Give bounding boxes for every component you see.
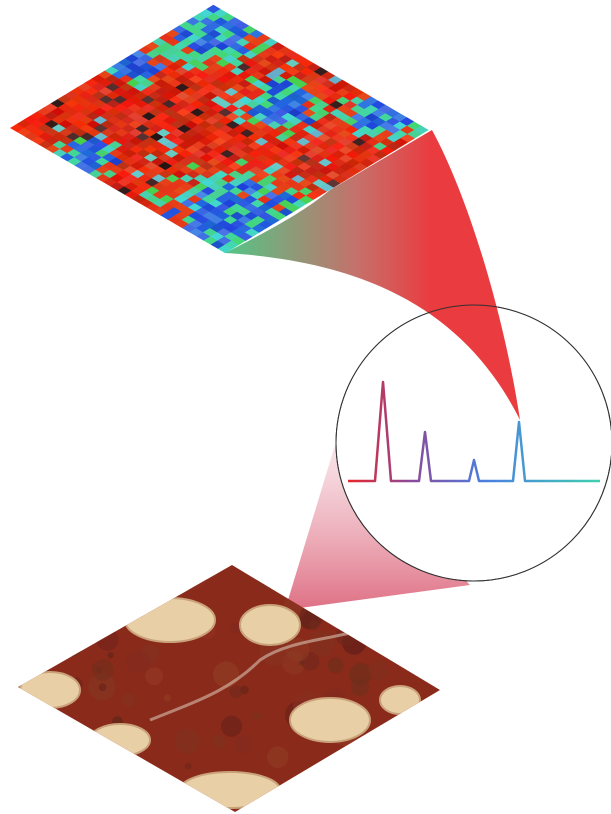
tissue-texture — [51, 619, 58, 626]
tissue-texture — [213, 661, 239, 687]
tissue-texture — [99, 683, 107, 691]
tissue-texture — [55, 716, 71, 732]
tissue-texture — [379, 796, 401, 814]
tissue-texture — [84, 735, 95, 746]
tissue-texture — [400, 751, 416, 767]
tissue-texture — [18, 584, 38, 604]
tissue-texture — [267, 746, 289, 768]
tissue-texture — [433, 694, 459, 720]
tissue-texture — [309, 630, 334, 655]
page: (() => { const NS = 'http://www.w3.org/2… — [0, 0, 611, 814]
tissue-texture — [92, 659, 114, 681]
tissue-texture — [185, 763, 192, 770]
tissue-texture — [351, 678, 369, 696]
tissue-texture — [301, 775, 331, 805]
tissue-texture — [0, 733, 9, 748]
tissue-texture — [221, 716, 242, 737]
tissue-nodule — [125, 598, 215, 642]
tissue-texture — [58, 759, 84, 785]
tissue-texture — [173, 562, 198, 587]
tissue-texture — [179, 562, 207, 590]
tissue-texture — [260, 803, 288, 814]
tissue-texture — [53, 785, 81, 813]
tissue-texture — [253, 711, 262, 720]
tissue-texture — [178, 796, 195, 813]
tissue-texture — [51, 604, 60, 613]
tissue-nodule — [90, 724, 150, 756]
tissue-texture — [392, 620, 408, 636]
tissue-texture — [213, 735, 226, 748]
tissue-texture — [8, 566, 35, 593]
tissue-texture — [102, 740, 110, 748]
tissue-texture — [0, 670, 19, 698]
tissue-texture — [437, 637, 451, 651]
tissue-texture — [66, 649, 75, 658]
tissue-nodule — [380, 686, 420, 714]
tissue-texture — [70, 602, 96, 628]
tissue-nodule — [20, 672, 80, 708]
tissue-texture — [119, 584, 140, 605]
tissue-texture — [426, 632, 437, 643]
tissue-texture — [368, 661, 388, 681]
tissue-texture — [13, 656, 28, 671]
tissue-texture — [155, 570, 176, 591]
tissue-texture — [9, 634, 32, 657]
tissue-nodule — [290, 698, 370, 742]
tissue-texture — [2, 602, 17, 617]
tissue-texture — [256, 567, 278, 589]
tissue-texture — [122, 693, 136, 707]
tissue-texture — [0, 710, 26, 739]
tissue-nodule — [125, 783, 175, 807]
tissue-texture — [306, 783, 332, 809]
tissue-texture — [126, 650, 149, 673]
tissue-texture — [138, 552, 157, 571]
tissue-texture — [351, 603, 379, 631]
tissue-texture — [164, 694, 171, 701]
tissue-texture — [66, 641, 81, 656]
tissue-texture — [62, 725, 83, 746]
tissue-texture — [20, 779, 28, 787]
tissue-texture — [108, 652, 114, 658]
tissue-texture — [412, 702, 440, 730]
tissue-texture — [309, 620, 320, 631]
tissue-texture — [1, 704, 12, 715]
tissue-texture — [328, 657, 344, 673]
tissue-texture — [82, 802, 100, 814]
tissue-texture — [234, 735, 253, 754]
tissue-nodule — [180, 772, 280, 808]
tissue-texture — [15, 550, 37, 572]
illustration — [0, 0, 611, 814]
tissue-nodule — [240, 605, 300, 645]
tissue-texture — [84, 802, 93, 811]
tissue-texture — [145, 667, 163, 685]
tissue-texture — [430, 741, 449, 760]
tissue-texture — [152, 780, 175, 803]
tissue-texture — [379, 737, 404, 762]
tissue-texture — [0, 730, 16, 749]
tissue-texture — [152, 792, 167, 807]
tissue-texture — [72, 735, 81, 744]
tissue-texture — [126, 787, 136, 797]
tissue-texture — [60, 800, 88, 814]
tissue-texture — [175, 729, 200, 754]
tissue-texture — [419, 767, 443, 791]
tissue-texture — [96, 628, 118, 650]
tissue-texture — [63, 805, 76, 814]
tissue-texture — [201, 799, 208, 806]
tissue-texture — [68, 759, 89, 780]
tissue-texture — [229, 685, 242, 698]
